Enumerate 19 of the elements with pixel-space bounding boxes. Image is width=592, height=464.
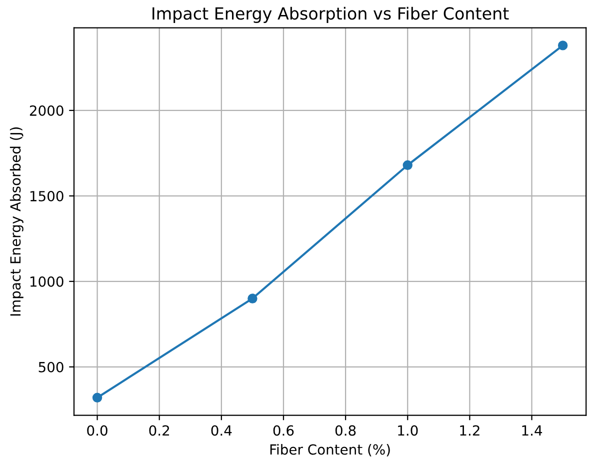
y-tick-label: 500 xyxy=(38,362,64,372)
x-tick-label: 0.8 xyxy=(335,425,356,436)
y-axis-title: Impact Energy Absorbed (J) xyxy=(10,127,24,316)
y-tick-label: 1500 xyxy=(30,190,64,202)
x-tick-label: 0.4 xyxy=(211,425,232,436)
x-tick-label: 0.0 xyxy=(87,425,108,436)
y-tick-label: 2000 xyxy=(30,105,64,116)
x-tick-label: 1.2 xyxy=(460,425,480,436)
x-tick-label: 1.0 xyxy=(398,425,418,436)
x-tick-label: 1.4 xyxy=(522,425,542,436)
point xyxy=(92,392,102,403)
point xyxy=(248,294,258,304)
x-axis-title: Fiber Content (%) xyxy=(270,444,390,456)
point xyxy=(402,160,412,170)
y-tick-label: 1000 xyxy=(30,276,64,287)
x-tick-label: 0.2 xyxy=(149,425,169,436)
x-tick-label: 0.6 xyxy=(273,425,294,436)
point xyxy=(558,40,568,50)
chart-title: Impact Energy Absorption vs Fiber Content xyxy=(152,6,509,23)
